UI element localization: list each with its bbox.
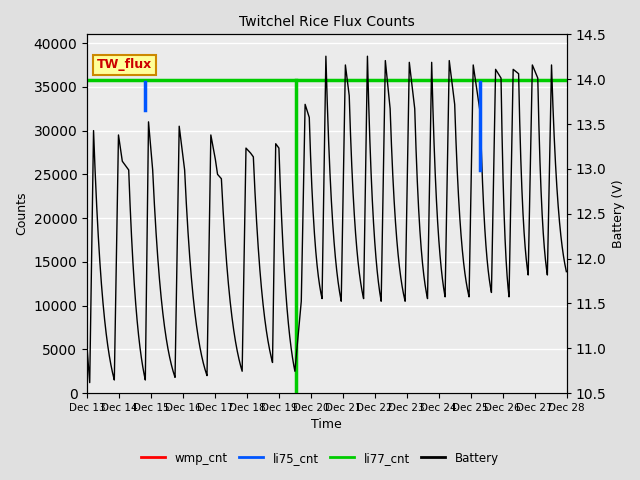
Y-axis label: Counts: Counts [15, 192, 28, 236]
Title: Twitchel Rice Flux Counts: Twitchel Rice Flux Counts [239, 15, 415, 29]
Legend: wmp_cnt, li75_cnt, li77_cnt, Battery: wmp_cnt, li75_cnt, li77_cnt, Battery [137, 447, 503, 469]
Text: TW_flux: TW_flux [97, 59, 152, 72]
X-axis label: Time: Time [312, 419, 342, 432]
Y-axis label: Battery (V): Battery (V) [612, 180, 625, 248]
